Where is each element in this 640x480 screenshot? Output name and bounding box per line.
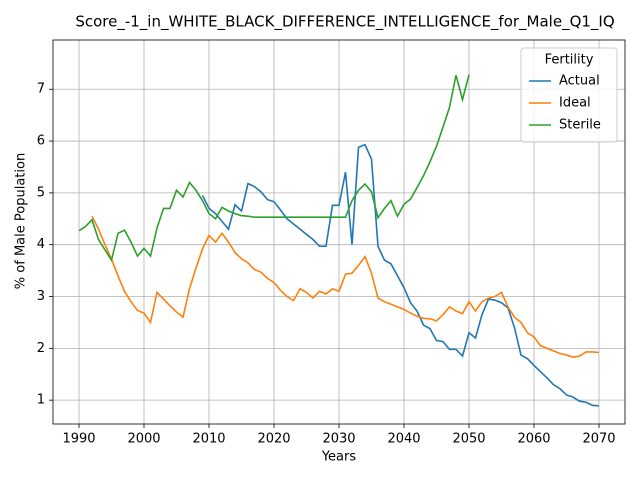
legend-box [520,47,618,143]
y-tick-label: 3 [37,289,45,304]
x-tick-label: 2010 [192,432,225,447]
legend-label: Actual [559,74,600,89]
x-axis-label: Years [321,450,357,465]
x-tick-label: 2020 [257,432,290,447]
x-tick-label: 2070 [582,432,615,447]
x-tick-label: 1990 [62,432,95,447]
y-tick-label: 2 [37,341,45,356]
series-line [91,215,600,358]
chart-title: Score_-1_in_WHITE_BLACK_DIFFERENCE_INTEL… [75,13,614,32]
axes-frame [52,39,626,425]
x-tick-label: 2040 [387,432,420,447]
y-axis-label: % of Male Population [14,153,29,289]
legend-label: Sterile [559,118,601,133]
x-tick-label: 2030 [322,432,355,447]
x-tick-label: 2050 [452,432,485,447]
y-tick-label: 6 [37,134,45,149]
legend-title: Fertility [545,53,594,68]
y-tick-label: 5 [37,185,45,200]
y-tick-label: 7 [37,82,45,97]
x-tick-label: 2000 [127,432,160,447]
legend-label: Ideal [559,96,591,111]
y-tick-label: 4 [37,237,45,252]
series-line [78,74,470,263]
series-line [201,143,600,407]
x-tick-label: 2060 [517,432,550,447]
y-tick-label: 1 [37,393,45,408]
